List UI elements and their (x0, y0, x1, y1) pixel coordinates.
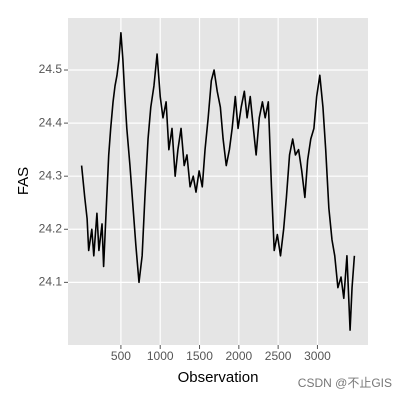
y-tick-label: 24.1 (39, 275, 63, 289)
plot-background (68, 18, 368, 345)
x-tick-label: 2500 (265, 349, 292, 363)
data-line (80, 32, 356, 331)
x-axis-title: Observation (178, 369, 259, 386)
x-tick-label: 1500 (186, 349, 213, 363)
y-tick-label: 24.4 (39, 115, 63, 129)
x-tick-label: 3000 (304, 349, 331, 363)
x-tick-label: 500 (111, 349, 131, 363)
y-tick-label: 24.3 (39, 168, 63, 182)
y-tick-label: 24.5 (39, 62, 63, 76)
y-axis-title: FAS (15, 167, 32, 195)
y-tick-label: 24.2 (39, 221, 63, 235)
watermark: CSDN @不止GIS (298, 376, 392, 390)
x-tick-label: 2000 (225, 349, 252, 363)
x-tick-label: 1000 (147, 349, 174, 363)
